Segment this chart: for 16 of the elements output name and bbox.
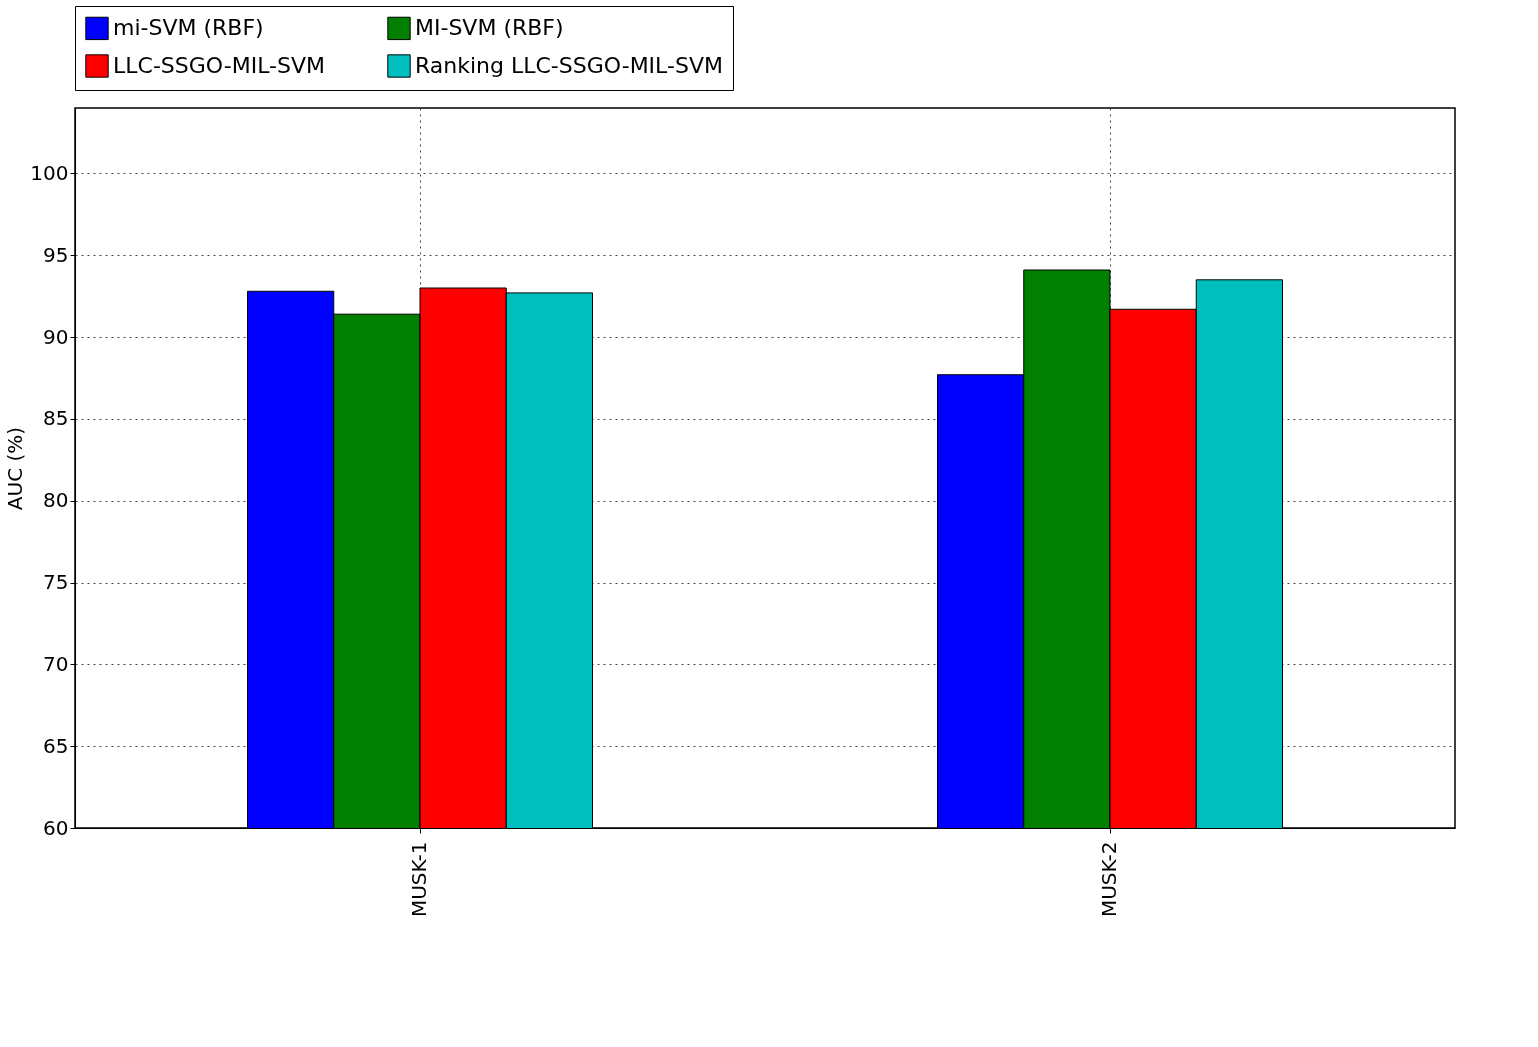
y-tick-label: 70	[43, 651, 69, 676]
legend-label: mi-SVM (RBF)	[113, 15, 264, 41]
y-tick-label: 65	[43, 733, 69, 758]
x-tick-label: MUSK-2	[1097, 841, 1121, 918]
y-tick-label: 60	[43, 815, 69, 840]
legend-label: MI-SVM (RBF)	[415, 15, 564, 41]
x-tick-label: MUSK-1	[407, 841, 431, 918]
y-tick-label: 75	[43, 570, 69, 595]
legend-label: Ranking LLC-SSGO-MIL-SVM	[415, 53, 723, 78]
y-tick-label: 95	[43, 242, 69, 267]
y-tick-label: 100	[30, 160, 69, 185]
y-tick-label: 90	[43, 324, 69, 349]
y-axis-title: AUC (%)	[3, 426, 28, 511]
y-tick-label: 85	[43, 406, 69, 431]
y-tick-label: 80	[43, 488, 69, 513]
legend-label: LLC-SSGO-MIL-SVM	[113, 53, 325, 78]
